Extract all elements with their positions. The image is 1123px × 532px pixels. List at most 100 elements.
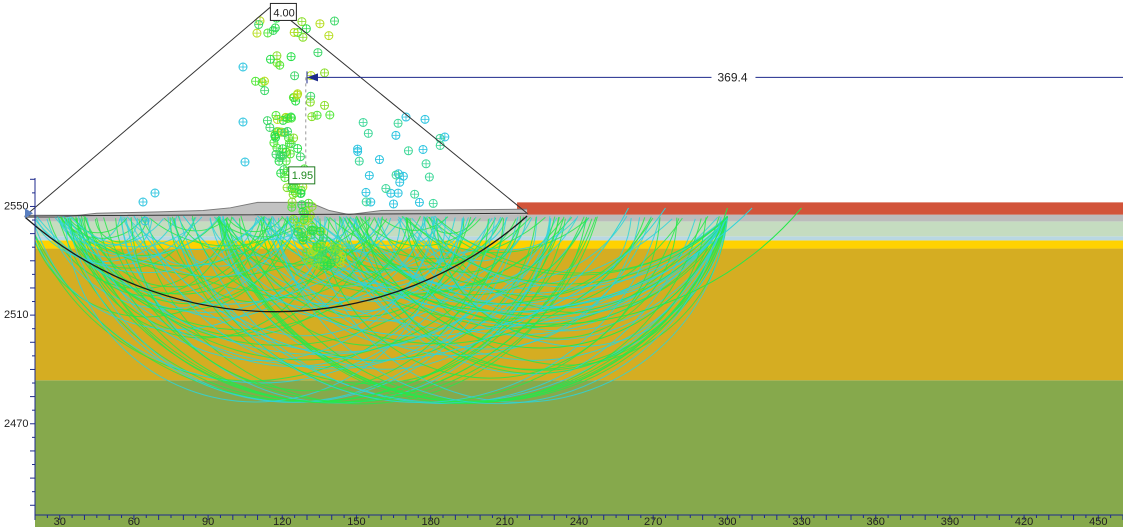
x-tick-label: 420 — [1015, 516, 1033, 527]
slip-center-marker — [286, 52, 296, 62]
slip-center-marker — [260, 86, 270, 96]
slip-center-marker — [278, 115, 288, 125]
slip-center-marker — [270, 131, 280, 141]
x-tick-label: 330 — [792, 516, 810, 527]
slip-center-marker — [330, 16, 340, 26]
slip-center-marker — [313, 48, 323, 58]
trial-slip-arc — [434, 215, 577, 251]
trial-slip-arc — [56, 215, 164, 246]
slip-center-marker — [275, 152, 285, 162]
slip-center-marker — [290, 71, 300, 81]
y-tick-label: 2510 — [4, 309, 28, 321]
slip-center-marker — [391, 130, 401, 140]
light-blue-band — [35, 236, 1123, 241]
top-factor-box — [269, 2, 297, 21]
axes: 2550 2510 2470 30 60 90 120 150 180 210 240 270 300… — [4, 178, 1123, 528]
trial-slip-arc — [319, 217, 661, 379]
trial-slip-arc — [348, 216, 728, 317]
slip-center-marker — [303, 255, 313, 265]
x-tick-label: 30 — [54, 516, 66, 527]
trial-slip-arc — [430, 216, 728, 347]
trial-slip-arc — [178, 216, 661, 404]
trial-slip-arc — [133, 207, 629, 361]
x-tick-label: 270 — [644, 516, 662, 527]
trial-slip-arc — [35, 218, 260, 274]
slip-center-marker — [284, 138, 294, 148]
x-axis-ticks: 30 60 90 120 150 180 210 240 270 300 330 360 390 420 4… — [34, 515, 1123, 528]
slip-center-marker — [280, 128, 290, 138]
slip-center-marker — [287, 202, 297, 212]
slip-center-marker — [251, 76, 261, 86]
slip-center-marker — [301, 24, 311, 34]
slip-center-marker — [326, 242, 336, 252]
trial-slip-arc — [65, 217, 497, 346]
slip-center-marker — [265, 122, 275, 132]
x-tick-label: 60 — [128, 516, 140, 527]
x-tick-label: 90 — [202, 516, 214, 527]
trial-slip-arc — [218, 216, 537, 362]
slip-center-marker — [393, 118, 403, 128]
slip-center-marker — [354, 156, 364, 166]
top-factor-label: 4.00 — [273, 7, 294, 19]
trial-slip-arc — [262, 216, 409, 287]
critical-slip-surface[interactable] — [24, 215, 528, 313]
slip-center-marker — [320, 68, 330, 78]
slip-center-marker — [254, 20, 264, 30]
trial-slip-arc — [86, 217, 439, 362]
trial-slip-arc — [347, 217, 654, 305]
trial-slip-arc — [149, 216, 306, 247]
trial-slip-arc — [173, 218, 566, 385]
trial-slip-arc — [238, 218, 505, 346]
bedrock-layer — [35, 380, 1123, 527]
slip-center-marker — [298, 32, 308, 42]
y-tick-label: 2470 — [4, 418, 28, 430]
trial-slip-arc — [286, 216, 469, 285]
min-factor-label: 1.95 — [292, 170, 313, 182]
min-factor-label-box[interactable]: 1.95 — [288, 166, 316, 185]
x-tick-label: 360 — [867, 516, 885, 527]
slip-center-marker — [138, 197, 148, 207]
slip-center-marker — [414, 197, 424, 207]
slip-center-marker — [374, 155, 384, 165]
slip-center-marker — [299, 208, 309, 218]
trial-slip-surfaces — [35, 207, 802, 405]
top-factor-label-box[interactable]: 4.00 — [269, 2, 297, 21]
dimension-label: 369.4 — [717, 70, 747, 84]
slip-center-marker — [364, 170, 374, 180]
trial-slip-arc — [68, 217, 128, 234]
slip-center-marker — [320, 100, 330, 110]
water-level-marker-icon — [25, 208, 33, 219]
slip-center-marker — [312, 242, 322, 252]
slip-center-marker — [259, 76, 269, 86]
slip-center-marker — [296, 188, 306, 198]
search-grid-outline[interactable] — [23, 4, 529, 217]
trial-slip-arc — [69, 216, 153, 258]
slip-center-marker — [293, 143, 303, 153]
slip-center-marker — [304, 213, 314, 223]
slip-center-marker — [271, 110, 281, 120]
trial-slip-arc — [221, 216, 502, 312]
trial-slip-arc — [84, 216, 262, 288]
slip-center-marker — [252, 28, 262, 38]
x-tick-label: 390 — [941, 516, 959, 527]
slip-center-marker — [307, 247, 317, 257]
slip-center-marker — [361, 187, 371, 197]
slip-center-marker — [381, 184, 391, 194]
trial-slip-arc — [364, 216, 707, 374]
x-tick-label: 180 — [421, 516, 439, 527]
slip-center-marker — [297, 17, 307, 27]
y-axis-ticks: 2550 2510 2470 — [4, 178, 35, 506]
x-tick-label: 210 — [496, 516, 514, 527]
slip-center-marker — [325, 110, 335, 120]
gray-fill-band — [35, 214, 1123, 222]
slip-center-marker — [421, 159, 431, 169]
slip-center-marker — [403, 146, 413, 156]
trial-slip-arc — [224, 217, 652, 345]
slip-center-marker — [420, 114, 430, 124]
trial-slip-arc — [349, 216, 728, 308]
trial-slip-arc — [292, 217, 683, 321]
trial-slip-arc — [222, 216, 425, 305]
slip-center-marker — [295, 152, 305, 162]
